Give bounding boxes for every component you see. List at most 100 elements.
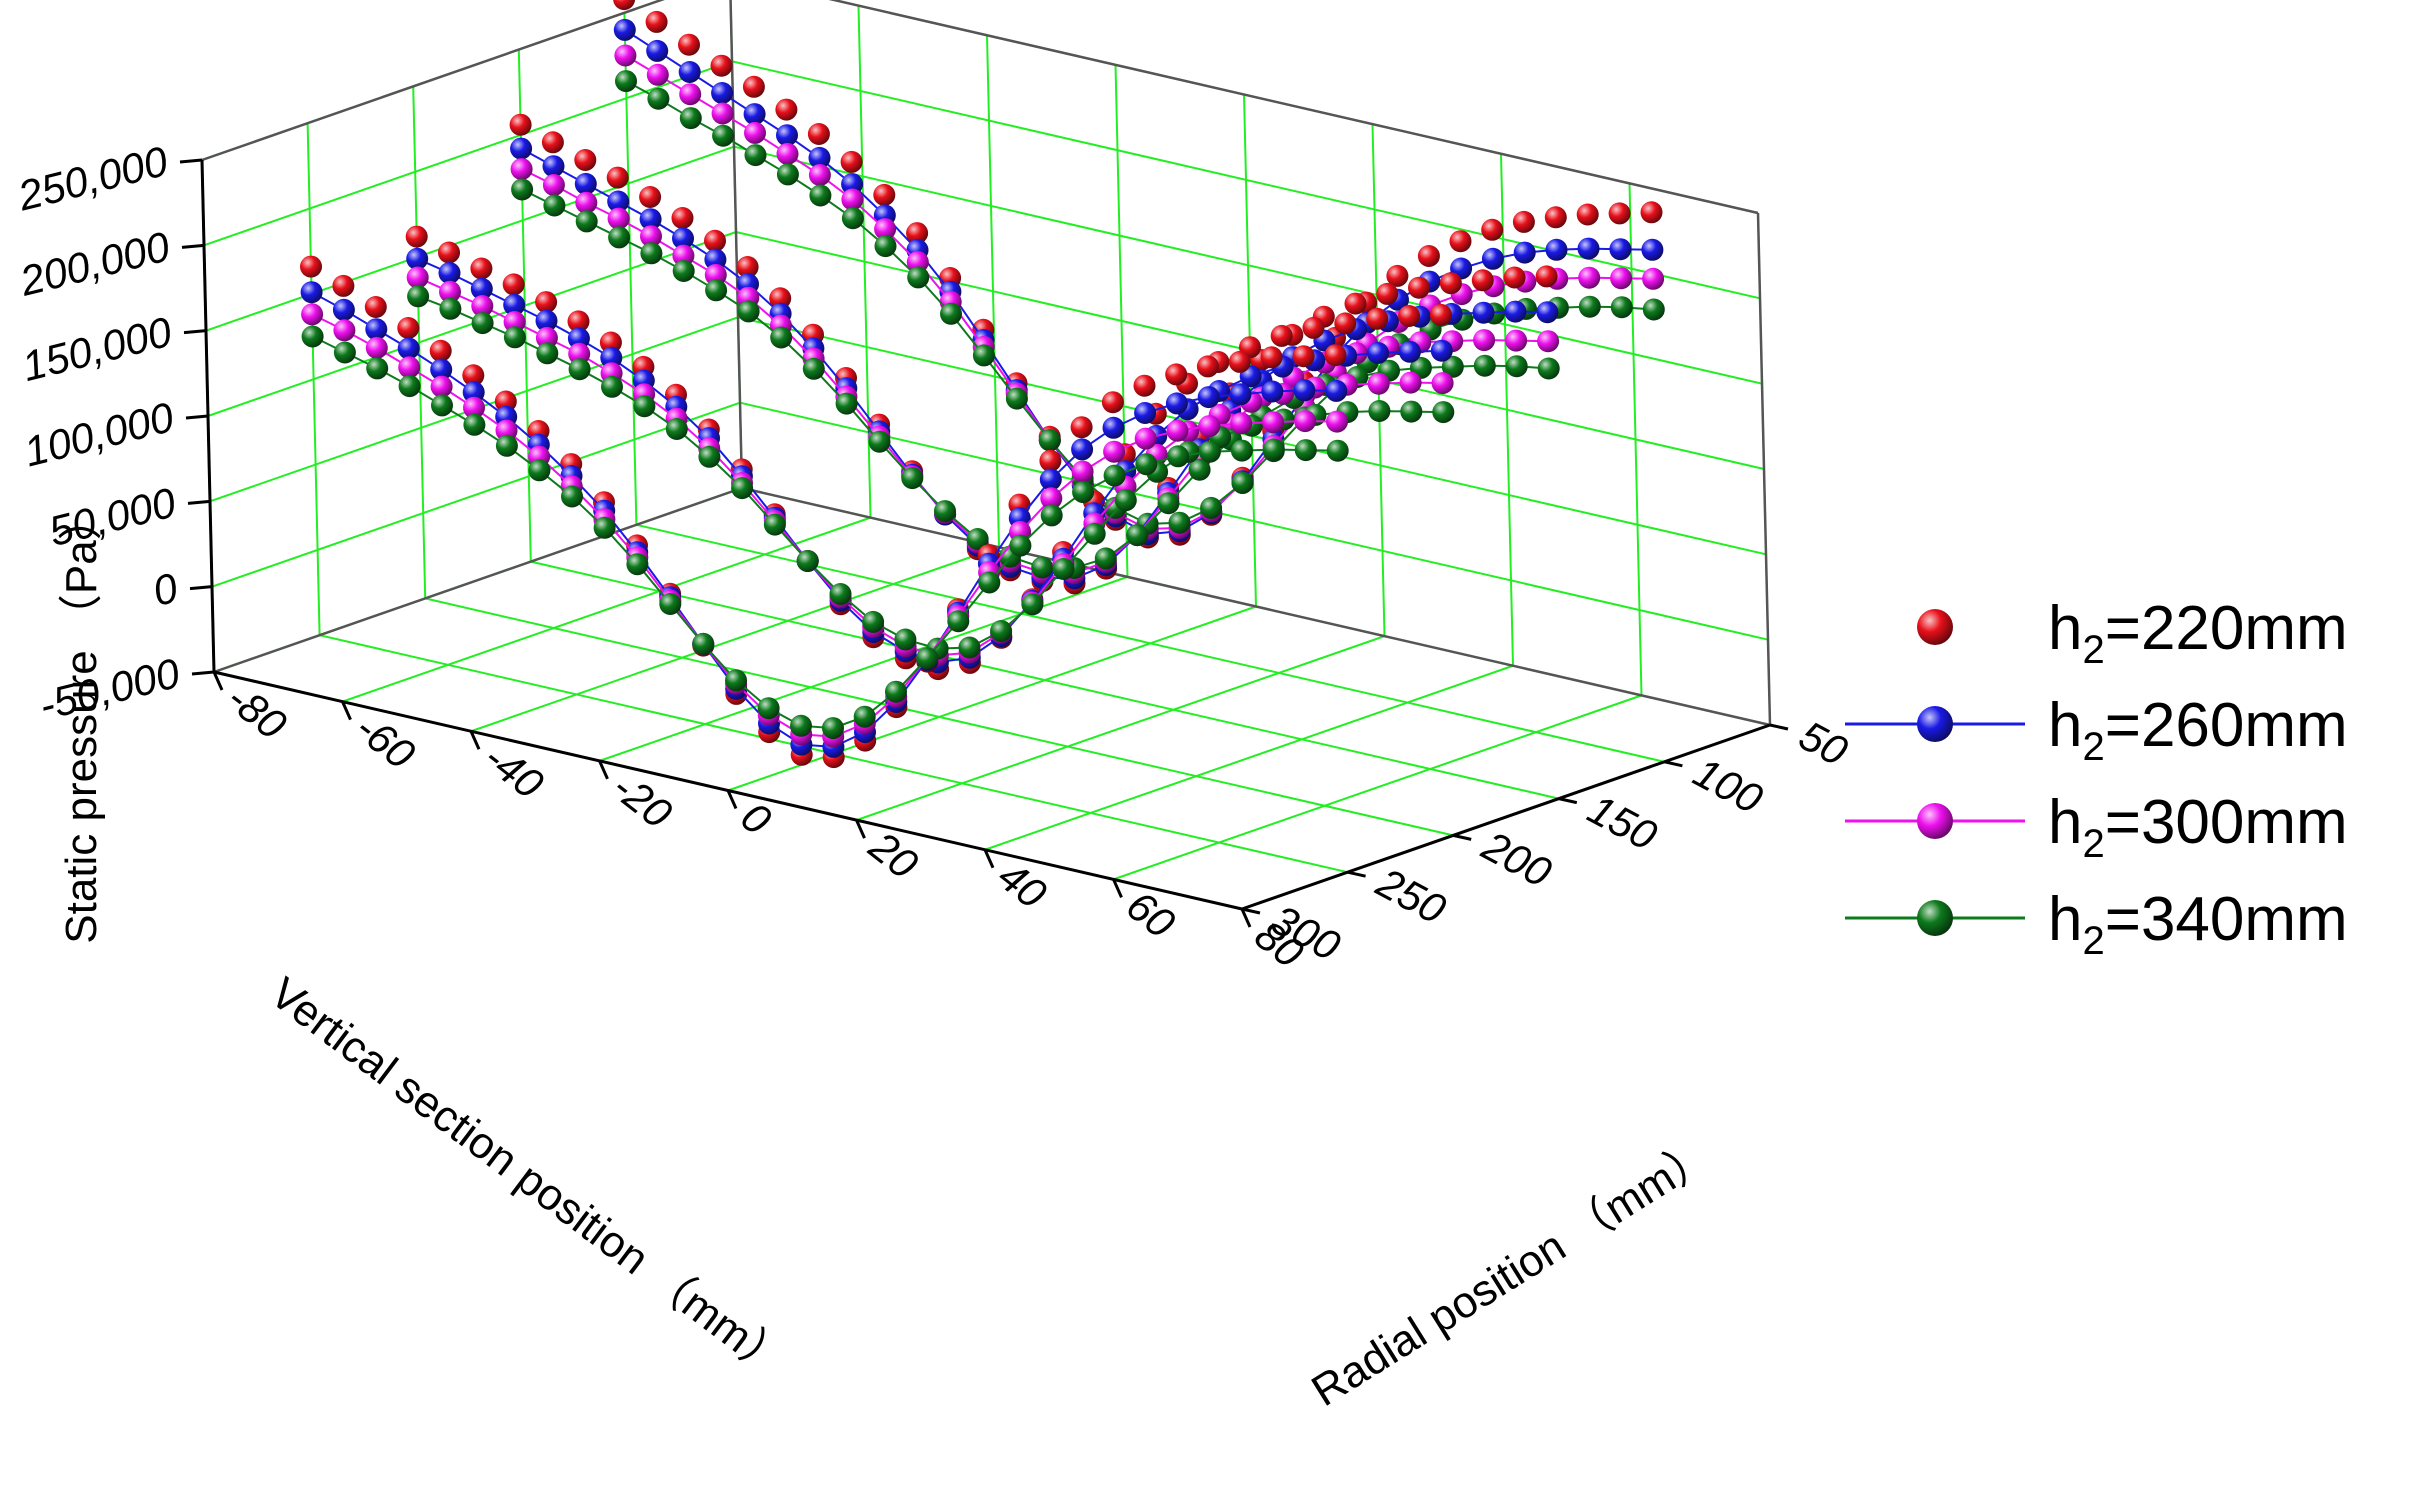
data-point [1134,402,1157,424]
y-tick [1664,760,1683,768]
data-point [1021,593,1044,616]
backwall-gridline-z [739,401,1769,641]
data-point [1324,344,1347,367]
legend-marker [1917,900,1953,936]
data-point [757,697,780,720]
data-point [776,124,798,147]
data-point [958,636,981,659]
z-axis-title: Static pressure （Pa） [57,496,106,944]
x-tick [983,849,995,869]
data-point [503,326,526,349]
z-tick [191,670,215,676]
data-point [736,256,759,278]
data-point [1578,295,1601,318]
data-point [1344,292,1367,315]
data-point [1262,438,1285,461]
data-point [429,339,452,362]
box-edge [741,486,1771,727]
data-point [1083,522,1106,545]
data-point [796,550,819,572]
z-tick [185,414,209,420]
y-tick-label: 250 [1368,858,1453,933]
data-point [1325,379,1348,402]
data-point [494,390,517,413]
data-point [1473,354,1496,377]
x-tick [855,819,866,839]
data-point [1293,379,1316,402]
data-point [1294,410,1317,433]
data-point [1166,419,1189,442]
data-point [1536,301,1559,324]
legend-label: h2=220mm [2048,594,2348,672]
y-tick [1347,870,1366,878]
data-point [770,326,793,349]
data-point [679,107,702,130]
data-point [1188,458,1211,481]
data-point [1167,445,1190,468]
data-point [672,244,695,267]
data-point [1505,355,1528,378]
data-point [906,222,929,245]
data-point [873,183,896,206]
data-point [672,227,694,250]
data-point [1535,265,1558,288]
data-point [430,358,453,381]
box-edge [201,0,665,162]
data-point [1198,440,1221,463]
data-point [1230,412,1253,435]
data-point [613,18,636,41]
data-point [840,150,863,173]
x-tick [1112,878,1123,898]
data-point [1367,372,1390,395]
data-point [300,255,322,278]
data-point [841,188,864,211]
data-point [1642,267,1665,290]
legend-item: h2=260mm [1845,691,2348,769]
data-point [665,418,688,440]
z-tick [187,499,211,505]
y-tick-label: 100 [1686,748,1771,823]
box-edge [828,0,1759,215]
data-point [868,430,891,453]
data-point [462,381,485,404]
data-point [608,226,631,249]
data-point [333,341,356,364]
data-point [1200,496,1223,519]
floor-gridline-y [424,597,1454,837]
data-point [439,297,462,320]
data-point [1031,556,1054,579]
data-point [704,229,726,252]
data-point [438,262,461,284]
data-point [1512,210,1535,233]
data-point [568,358,591,381]
data-point [495,419,518,442]
data-point [990,620,1013,642]
data-point [1157,492,1180,515]
data-point [725,669,747,692]
data-point [542,155,565,178]
data-point [1334,312,1357,335]
data-point [934,500,956,523]
data-point [978,571,1001,594]
data-point [568,342,591,365]
data-point [1481,218,1504,241]
data-point [1432,401,1455,424]
backwall-gridline-z [731,60,1761,300]
data-point [510,158,533,181]
data-point [862,610,885,633]
data-point [1262,411,1285,434]
data-point [528,459,551,482]
data-point [470,257,493,280]
legend-marker [1917,609,1953,645]
x-tick-label: -80 [218,674,295,749]
data-point [646,63,669,86]
data-point [645,10,668,33]
data-point [471,295,494,317]
data-point [1417,245,1440,267]
x-tick [1240,908,1252,928]
z-tick [181,243,205,249]
data-point [1326,439,1349,462]
z-tick-label: 150,000 [17,308,176,390]
data-point [1231,471,1254,494]
